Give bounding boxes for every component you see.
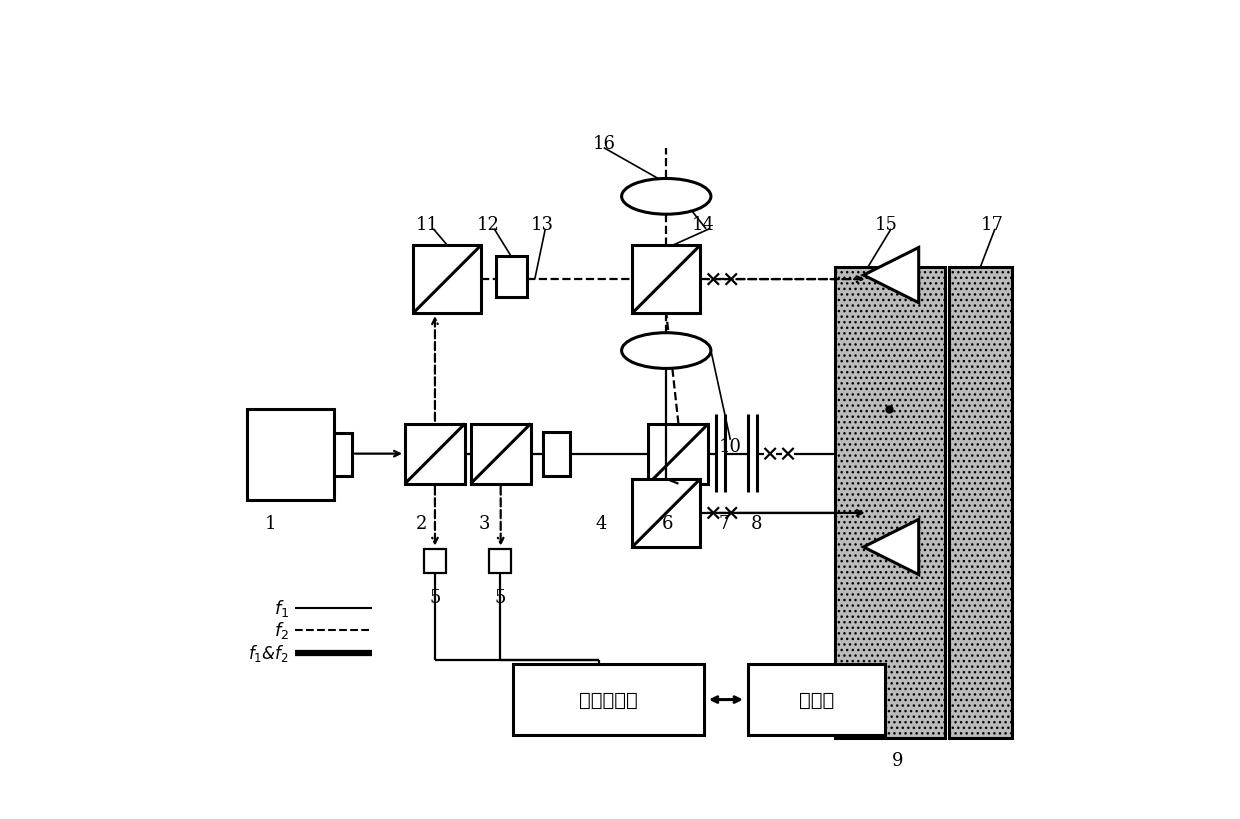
Bar <box>424 549 446 573</box>
Bar <box>949 268 1012 738</box>
Text: 8: 8 <box>750 514 763 532</box>
Text: 4: 4 <box>595 514 608 532</box>
Bar <box>632 246 701 314</box>
Bar <box>247 410 335 500</box>
Bar <box>632 479 701 547</box>
Text: 9: 9 <box>892 751 903 769</box>
Text: 6: 6 <box>661 514 673 532</box>
Ellipse shape <box>621 179 711 215</box>
Bar <box>489 549 511 573</box>
Bar <box>513 664 703 735</box>
Text: 5: 5 <box>495 589 506 607</box>
Bar <box>649 424 708 484</box>
Text: 5: 5 <box>429 589 440 607</box>
Text: 17: 17 <box>981 215 1003 233</box>
Text: $f_1$: $f_1$ <box>274 598 289 618</box>
Bar <box>413 246 481 314</box>
Bar <box>471 424 531 484</box>
Text: 信号处理板: 信号处理板 <box>579 690 637 709</box>
Text: 7: 7 <box>718 514 729 532</box>
Bar <box>543 432 570 476</box>
Bar <box>405 424 465 484</box>
Ellipse shape <box>621 333 711 369</box>
Text: 11: 11 <box>415 215 438 233</box>
Text: 16: 16 <box>593 134 615 152</box>
Text: 15: 15 <box>874 215 898 233</box>
Text: 14: 14 <box>692 215 714 233</box>
Polygon shape <box>863 248 919 303</box>
Text: 2: 2 <box>415 514 427 532</box>
Text: $f_2$: $f_2$ <box>274 619 289 640</box>
Bar <box>335 434 352 476</box>
Text: 计算机: 计算机 <box>799 690 835 709</box>
Bar <box>496 257 527 297</box>
Text: 10: 10 <box>719 437 742 455</box>
Text: 12: 12 <box>477 215 500 233</box>
Bar <box>748 664 884 735</box>
Text: 13: 13 <box>531 215 553 233</box>
Text: $f_1$&$f_2$: $f_1$&$f_2$ <box>248 642 289 663</box>
Text: 1: 1 <box>265 514 277 532</box>
Bar <box>835 268 945 738</box>
Polygon shape <box>863 520 919 575</box>
Text: 3: 3 <box>479 514 490 532</box>
